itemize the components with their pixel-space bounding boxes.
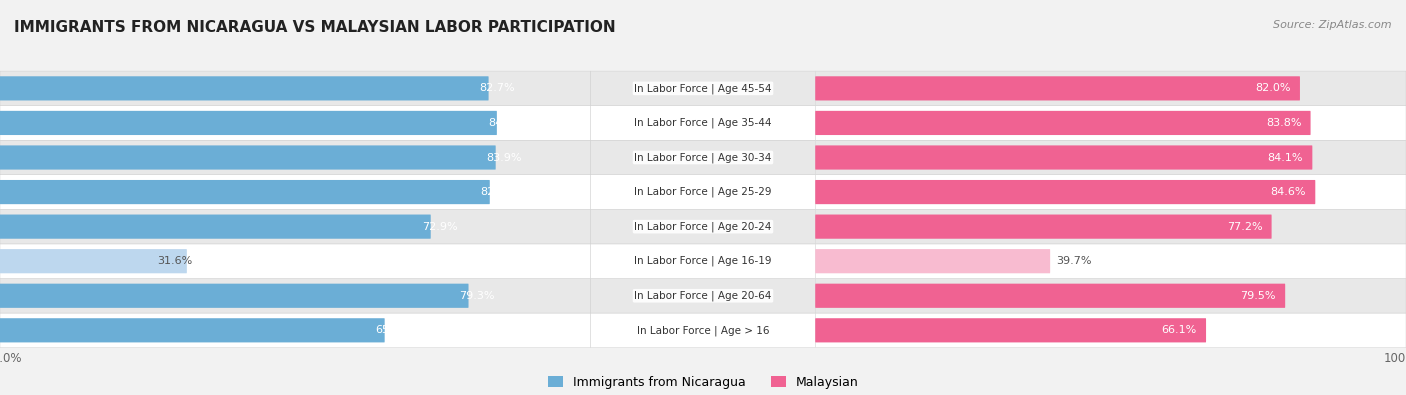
- Text: 82.7%: 82.7%: [479, 83, 515, 93]
- Text: IMMIGRANTS FROM NICARAGUA VS MALAYSIAN LABOR PARTICIPATION: IMMIGRANTS FROM NICARAGUA VS MALAYSIAN L…: [14, 20, 616, 35]
- Text: 77.2%: 77.2%: [1227, 222, 1263, 231]
- FancyBboxPatch shape: [0, 111, 496, 135]
- FancyBboxPatch shape: [591, 278, 815, 313]
- Text: 72.9%: 72.9%: [422, 222, 457, 231]
- FancyBboxPatch shape: [0, 209, 591, 244]
- FancyBboxPatch shape: [0, 71, 591, 106]
- Text: 79.5%: 79.5%: [1240, 291, 1277, 301]
- FancyBboxPatch shape: [815, 140, 1406, 175]
- FancyBboxPatch shape: [815, 313, 1406, 348]
- FancyBboxPatch shape: [815, 71, 1406, 106]
- Text: 65.1%: 65.1%: [375, 325, 411, 335]
- Text: In Labor Force | Age 25-29: In Labor Force | Age 25-29: [634, 187, 772, 198]
- Text: In Labor Force | Age 20-24: In Labor Force | Age 20-24: [634, 221, 772, 232]
- Text: In Labor Force | Age 30-34: In Labor Force | Age 30-34: [634, 152, 772, 163]
- Text: In Labor Force | Age 16-19: In Labor Force | Age 16-19: [634, 256, 772, 267]
- FancyBboxPatch shape: [591, 106, 815, 140]
- FancyBboxPatch shape: [0, 278, 591, 313]
- FancyBboxPatch shape: [591, 244, 815, 278]
- FancyBboxPatch shape: [815, 318, 1206, 342]
- Text: In Labor Force | Age 45-54: In Labor Force | Age 45-54: [634, 83, 772, 94]
- FancyBboxPatch shape: [591, 71, 815, 106]
- Text: In Labor Force | Age > 16: In Labor Force | Age > 16: [637, 325, 769, 336]
- Text: 31.6%: 31.6%: [157, 256, 193, 266]
- Text: 84.1%: 84.1%: [488, 118, 523, 128]
- FancyBboxPatch shape: [591, 140, 815, 175]
- Text: 79.3%: 79.3%: [460, 291, 495, 301]
- FancyBboxPatch shape: [0, 140, 591, 175]
- Text: 84.6%: 84.6%: [1271, 187, 1306, 197]
- FancyBboxPatch shape: [0, 244, 591, 278]
- FancyBboxPatch shape: [591, 209, 815, 244]
- FancyBboxPatch shape: [815, 209, 1406, 244]
- FancyBboxPatch shape: [0, 249, 187, 273]
- FancyBboxPatch shape: [815, 76, 1301, 100]
- FancyBboxPatch shape: [815, 278, 1406, 313]
- FancyBboxPatch shape: [0, 145, 496, 169]
- FancyBboxPatch shape: [0, 175, 591, 209]
- FancyBboxPatch shape: [815, 145, 1312, 169]
- Legend: Immigrants from Nicaragua, Malaysian: Immigrants from Nicaragua, Malaysian: [548, 376, 858, 389]
- FancyBboxPatch shape: [591, 313, 815, 348]
- FancyBboxPatch shape: [815, 249, 1050, 273]
- FancyBboxPatch shape: [0, 106, 591, 140]
- FancyBboxPatch shape: [815, 180, 1315, 204]
- FancyBboxPatch shape: [815, 244, 1406, 278]
- FancyBboxPatch shape: [0, 214, 430, 239]
- Text: 83.8%: 83.8%: [1265, 118, 1302, 128]
- FancyBboxPatch shape: [815, 175, 1406, 209]
- FancyBboxPatch shape: [815, 111, 1310, 135]
- Text: In Labor Force | Age 35-44: In Labor Force | Age 35-44: [634, 118, 772, 128]
- Text: 66.1%: 66.1%: [1161, 325, 1197, 335]
- FancyBboxPatch shape: [0, 76, 489, 100]
- FancyBboxPatch shape: [815, 106, 1406, 140]
- Text: 84.1%: 84.1%: [1268, 152, 1303, 162]
- Text: In Labor Force | Age 20-64: In Labor Force | Age 20-64: [634, 290, 772, 301]
- FancyBboxPatch shape: [0, 284, 468, 308]
- Text: 82.9%: 82.9%: [481, 187, 516, 197]
- FancyBboxPatch shape: [0, 313, 591, 348]
- FancyBboxPatch shape: [591, 175, 815, 209]
- FancyBboxPatch shape: [815, 284, 1285, 308]
- FancyBboxPatch shape: [0, 180, 489, 204]
- FancyBboxPatch shape: [0, 318, 385, 342]
- FancyBboxPatch shape: [815, 214, 1271, 239]
- Text: Source: ZipAtlas.com: Source: ZipAtlas.com: [1274, 20, 1392, 30]
- Text: 39.7%: 39.7%: [1056, 256, 1091, 266]
- Text: 82.0%: 82.0%: [1256, 83, 1291, 93]
- Text: 83.9%: 83.9%: [486, 152, 522, 162]
